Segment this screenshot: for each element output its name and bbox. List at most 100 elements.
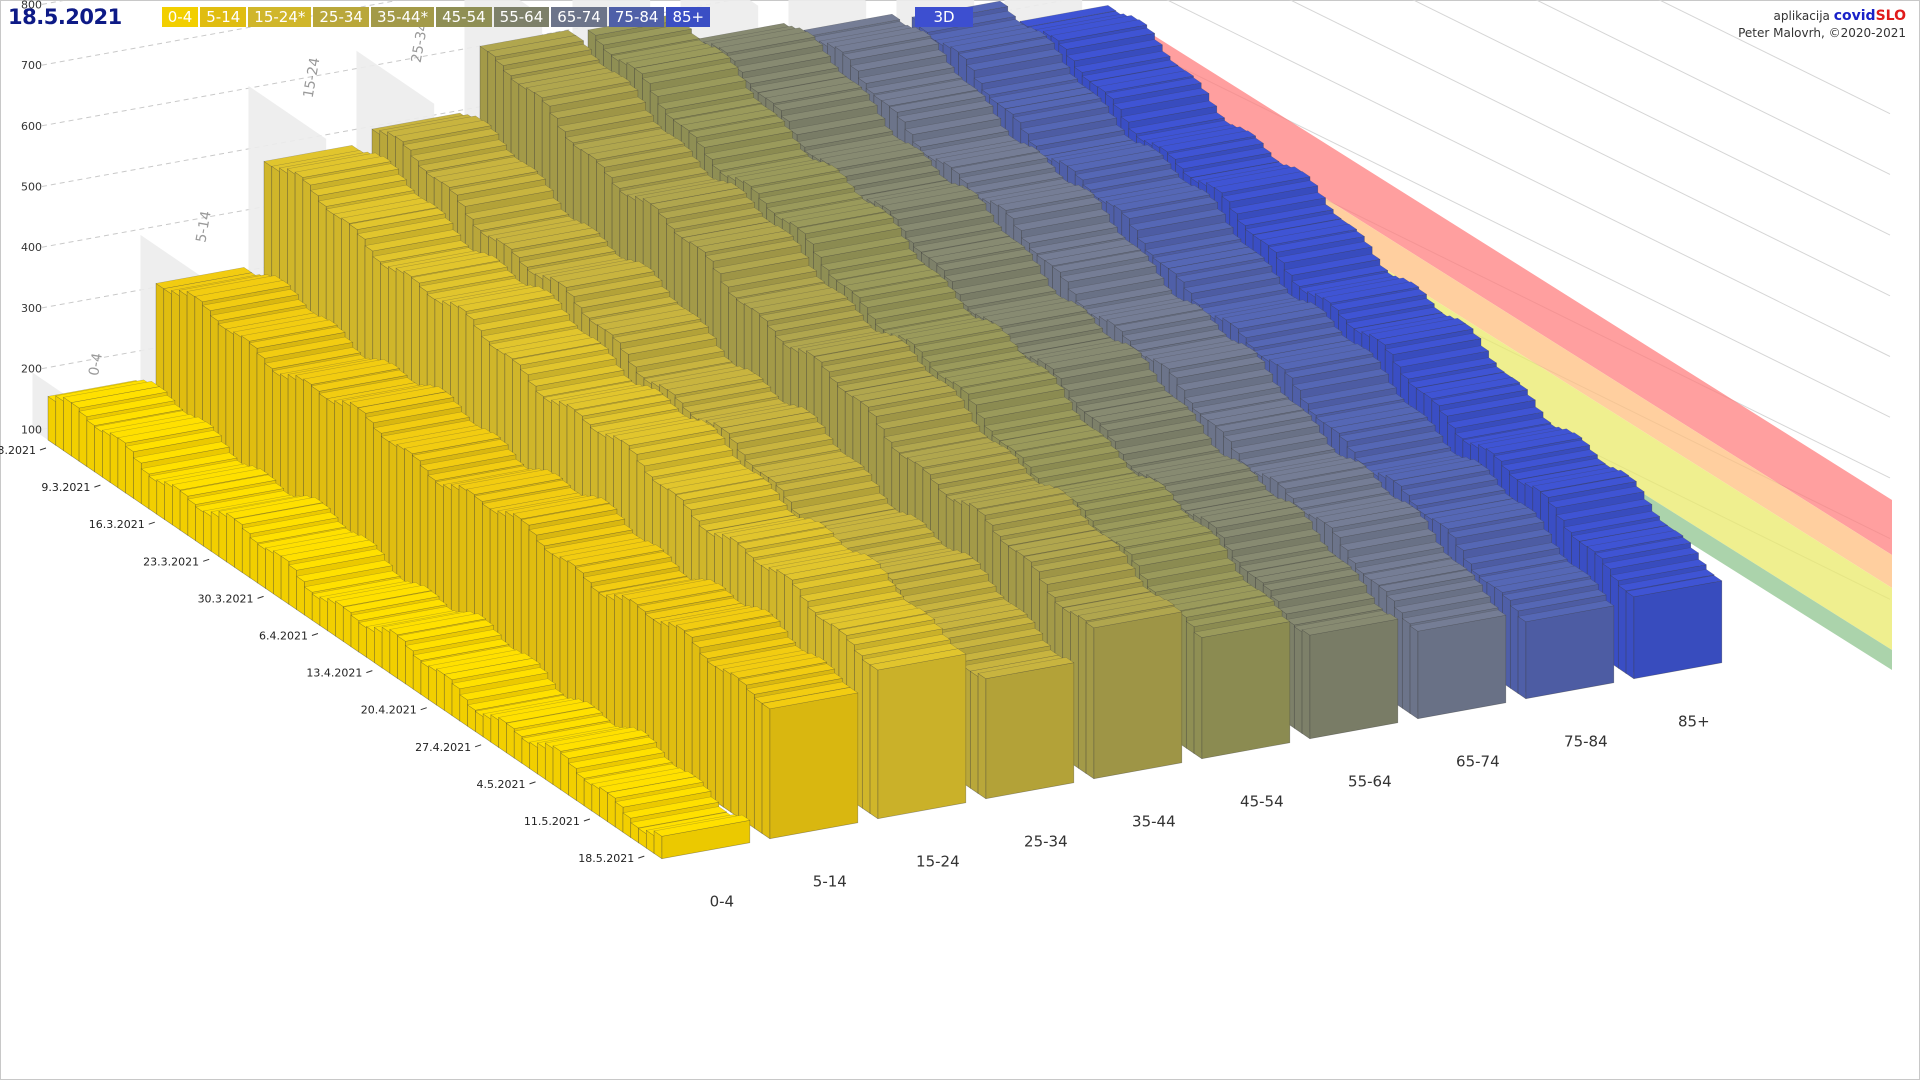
bar-top <box>599 770 697 793</box>
bar-top <box>1270 579 1368 602</box>
bar-top <box>1384 332 1482 355</box>
bar-top <box>852 379 950 402</box>
legend-button-2[interactable]: 15-24* <box>248 7 312 27</box>
bar-top <box>1245 326 1343 349</box>
bar-top <box>1539 475 1638 498</box>
bar-top <box>1291 264 1389 287</box>
bar-top <box>1166 137 1265 160</box>
bar-top <box>171 468 269 491</box>
bar-top <box>1253 334 1351 357</box>
bar-face <box>1417 614 1507 720</box>
legend-button-9[interactable]: 85+ <box>666 7 711 27</box>
bar-top <box>1239 549 1337 572</box>
bar-top <box>1065 39 1164 62</box>
bar-top <box>402 128 500 151</box>
bar-top <box>628 432 726 455</box>
bar-top <box>1185 605 1283 627</box>
y-tick-label: 100 <box>21 423 42 436</box>
brand-covid[interactable]: covid <box>1833 8 1876 24</box>
bar-top <box>1044 244 1142 267</box>
bar-side <box>1509 605 1519 694</box>
legend-button-6[interactable]: 55-64 <box>493 7 550 27</box>
bar-top <box>350 599 448 621</box>
bar-top <box>1571 519 1669 542</box>
bar-top <box>1013 331 1111 354</box>
bar-top <box>1121 319 1219 342</box>
bar-top <box>310 369 408 392</box>
bar-top <box>1113 189 1211 211</box>
bar-top <box>674 381 772 404</box>
bar-top <box>1066 149 1164 172</box>
bar-top <box>1238 443 1336 466</box>
bar-top <box>502 54 600 76</box>
bar-top <box>1409 609 1507 632</box>
legend-button-8[interactable]: 75-84 <box>608 7 665 27</box>
bar-top <box>1059 260 1157 283</box>
bar-side <box>396 443 405 591</box>
bar-top <box>1028 231 1126 254</box>
legend-button-7[interactable]: 65-74 <box>551 7 607 27</box>
bar-top <box>937 472 1035 495</box>
view-3d-button[interactable]: 3D <box>915 7 973 27</box>
bar-side <box>358 622 367 658</box>
bar-top <box>1407 366 1505 389</box>
bar-top <box>957 37 1056 60</box>
bar-top <box>682 488 780 511</box>
legend-button-5[interactable]: 45-54 <box>436 7 492 27</box>
bar-face <box>1093 611 1183 780</box>
bar-top <box>742 164 840 187</box>
bar-top <box>1316 501 1414 523</box>
legend-button-3[interactable]: 25-34 <box>313 7 369 27</box>
bar-top <box>342 590 440 613</box>
bar-top <box>905 322 1003 345</box>
bar-top <box>712 252 810 274</box>
bar-top <box>859 285 957 308</box>
bar-top <box>575 756 673 779</box>
bars <box>47 0 1723 860</box>
bar-side <box>552 745 562 791</box>
bar-top <box>1370 563 1468 586</box>
bar-top <box>881 84 979 107</box>
brand-slo[interactable]: SLO <box>1875 8 1906 24</box>
bar-top <box>804 222 902 245</box>
bar-top <box>472 208 570 231</box>
legend-button-4[interactable]: 35-44* <box>370 7 435 27</box>
bar-top <box>1068 381 1166 403</box>
bar-top <box>675 608 774 631</box>
bar-top <box>1023 540 1121 563</box>
bar-top <box>753 681 851 704</box>
bar-side <box>1301 629 1311 740</box>
bar-top <box>1215 516 1314 539</box>
bar-side <box>1185 620 1195 754</box>
bar-top <box>604 313 702 336</box>
bar-top <box>1122 444 1220 467</box>
bar-top <box>951 273 1049 295</box>
bar-top <box>505 707 603 729</box>
bar-top <box>1323 406 1421 429</box>
bar-top <box>1563 510 1661 533</box>
bar-top <box>783 558 882 581</box>
bar-side <box>265 547 274 595</box>
bar-top <box>1277 467 1375 490</box>
bar-side <box>614 594 623 739</box>
bar-top <box>1323 506 1422 529</box>
bar-top <box>557 110 655 132</box>
credit-author: Peter Malovrh, ©2020-2021 <box>1738 26 1906 40</box>
bar-top <box>449 173 547 196</box>
bar-top <box>745 536 843 559</box>
y-tick-label: 300 <box>21 302 42 315</box>
bar-top <box>1223 528 1321 551</box>
bar-top <box>1082 168 1180 191</box>
legend-button-1[interactable]: 5-14 <box>200 7 247 27</box>
credit: aplikacija covidSLO Peter Malovrh, ©2020… <box>1738 8 1906 42</box>
bar-top <box>899 580 997 603</box>
bar-face <box>1633 580 1723 680</box>
bar-top <box>666 373 764 396</box>
bar-top <box>309 174 408 196</box>
bar-side <box>133 457 142 505</box>
y-tick-label: 800 <box>21 0 42 11</box>
legend-button-0[interactable]: 0-4 <box>161 7 199 27</box>
bar-top <box>1454 417 1552 439</box>
bar-side <box>660 620 670 771</box>
bar-top <box>1378 569 1476 592</box>
